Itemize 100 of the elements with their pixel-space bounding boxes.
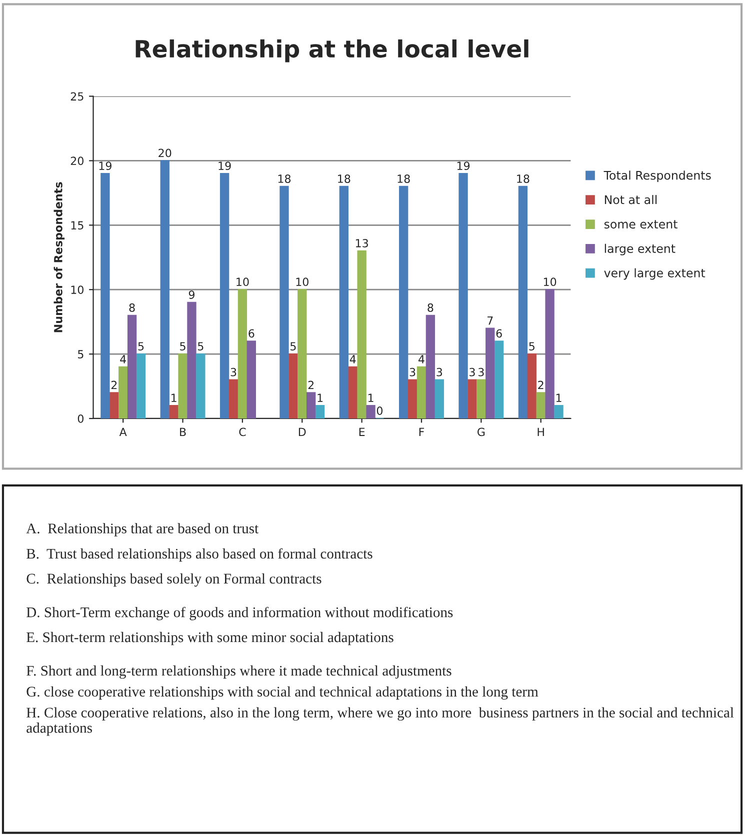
x-tick-label: A bbox=[119, 428, 127, 436]
data-label: 2 bbox=[308, 380, 314, 390]
legend-label: very large extent bbox=[604, 268, 706, 280]
legend-label: large extent bbox=[604, 244, 676, 256]
bar bbox=[136, 353, 146, 418]
y-tick-label: 5 bbox=[78, 350, 84, 358]
bar bbox=[348, 366, 358, 418]
data-label: 5 bbox=[290, 342, 296, 351]
text: C. Relationships based solely on Formal contracts bbox=[26, 573, 322, 587]
bar bbox=[110, 392, 119, 418]
data-label: 8 bbox=[428, 303, 434, 312]
data-label: 6 bbox=[248, 329, 254, 338]
bar bbox=[536, 392, 546, 418]
bar bbox=[416, 366, 426, 418]
text: G. close cooperative relationships with social and technical adaptations in the long term bbox=[26, 686, 538, 700]
bar bbox=[315, 405, 325, 418]
bar bbox=[220, 173, 230, 418]
data-label: 5 bbox=[138, 342, 144, 351]
text: A. Relationships that are based on trust bbox=[26, 523, 259, 536]
bar bbox=[518, 186, 528, 418]
bar bbox=[288, 353, 298, 418]
x-tick-label: G bbox=[477, 428, 485, 436]
y-tick-label: 25 bbox=[70, 92, 84, 101]
bar bbox=[434, 379, 444, 418]
data-label: 5 bbox=[198, 342, 204, 351]
bar bbox=[100, 173, 110, 418]
y-tick-label: 10 bbox=[71, 286, 84, 294]
data-label: 2 bbox=[538, 380, 544, 390]
data-label: 18 bbox=[338, 174, 350, 183]
bar bbox=[357, 250, 366, 418]
data-label: 5 bbox=[529, 342, 534, 351]
y-tick-label: 15 bbox=[71, 221, 84, 230]
data-label: 4 bbox=[120, 355, 126, 364]
bar bbox=[527, 353, 536, 418]
bar bbox=[458, 173, 468, 418]
bar bbox=[187, 302, 196, 418]
data-label: 1 bbox=[368, 394, 374, 402]
bar bbox=[178, 353, 188, 418]
data-label: 19 bbox=[99, 162, 112, 170]
bar bbox=[298, 289, 307, 418]
data-label: 3 bbox=[230, 368, 236, 376]
data-label: 4 bbox=[350, 355, 356, 364]
data-label: 3 bbox=[436, 368, 442, 376]
bar bbox=[366, 405, 376, 418]
data-label: 10 bbox=[236, 278, 249, 286]
data-label: 0 bbox=[376, 406, 383, 415]
x-tick-label: D bbox=[298, 428, 306, 436]
bar bbox=[408, 379, 418, 418]
bar bbox=[306, 392, 316, 418]
data-label: 3 bbox=[478, 368, 484, 376]
bar bbox=[160, 160, 170, 418]
x-tick-label: F bbox=[419, 428, 424, 436]
data-label: 19 bbox=[457, 162, 470, 170]
bar bbox=[494, 340, 504, 418]
y-tick-label: 0 bbox=[78, 414, 84, 423]
text: B. Trust based relationships also based on formal contracts bbox=[26, 548, 372, 562]
x-tick-label: B bbox=[180, 428, 186, 436]
data-label: 6 bbox=[496, 329, 502, 338]
data-label: 5 bbox=[180, 342, 186, 351]
data-label: 3 bbox=[470, 368, 475, 376]
bar bbox=[339, 186, 348, 418]
y-tick-label: 20 bbox=[70, 156, 84, 166]
bar bbox=[545, 289, 554, 418]
data-label: 1 bbox=[556, 394, 562, 402]
bar bbox=[127, 314, 137, 418]
data-label: 19 bbox=[218, 162, 231, 170]
bar bbox=[280, 186, 289, 418]
chart-title: Relationship at the local level bbox=[136, 39, 528, 62]
bar bbox=[426, 314, 436, 418]
bar bbox=[118, 366, 128, 418]
bar bbox=[468, 379, 477, 418]
bar bbox=[238, 289, 248, 418]
bar bbox=[554, 405, 564, 418]
bar bbox=[486, 328, 495, 418]
text: E. Short-term relationships with some minor social adaptations bbox=[26, 632, 394, 646]
bar bbox=[196, 353, 206, 418]
y-axis-title: Number of Respondents bbox=[54, 182, 65, 332]
data-label: 7 bbox=[488, 316, 493, 325]
legend-label: Not at all bbox=[604, 195, 657, 204]
data-label: 9 bbox=[188, 290, 194, 299]
data-label: 10 bbox=[544, 278, 556, 286]
data-label: 18 bbox=[278, 174, 291, 183]
text: D. Short-Term exchange of goods and information without modifications bbox=[26, 606, 453, 620]
data-label: 10 bbox=[296, 278, 308, 286]
data-label: 2 bbox=[111, 380, 117, 390]
data-label: 13 bbox=[356, 238, 368, 248]
x-tick-label: C bbox=[239, 428, 246, 436]
data-label: 18 bbox=[398, 174, 410, 183]
data-label: 8 bbox=[129, 303, 135, 312]
legend-label: Total Respondents bbox=[604, 170, 711, 182]
bar bbox=[399, 186, 408, 418]
data-label: 20 bbox=[158, 148, 172, 158]
data-label: 3 bbox=[410, 368, 416, 376]
x-tick-label: E bbox=[359, 428, 365, 436]
data-label: 18 bbox=[517, 174, 530, 183]
bar bbox=[228, 379, 238, 418]
data-label: 4 bbox=[418, 355, 424, 364]
text: H. Close cooperative relations, also in the long term, where we go into more business partners in the social and technical adaptations bbox=[26, 707, 734, 736]
data-label: 1 bbox=[172, 394, 176, 402]
x-tick-label: H bbox=[538, 428, 544, 436]
